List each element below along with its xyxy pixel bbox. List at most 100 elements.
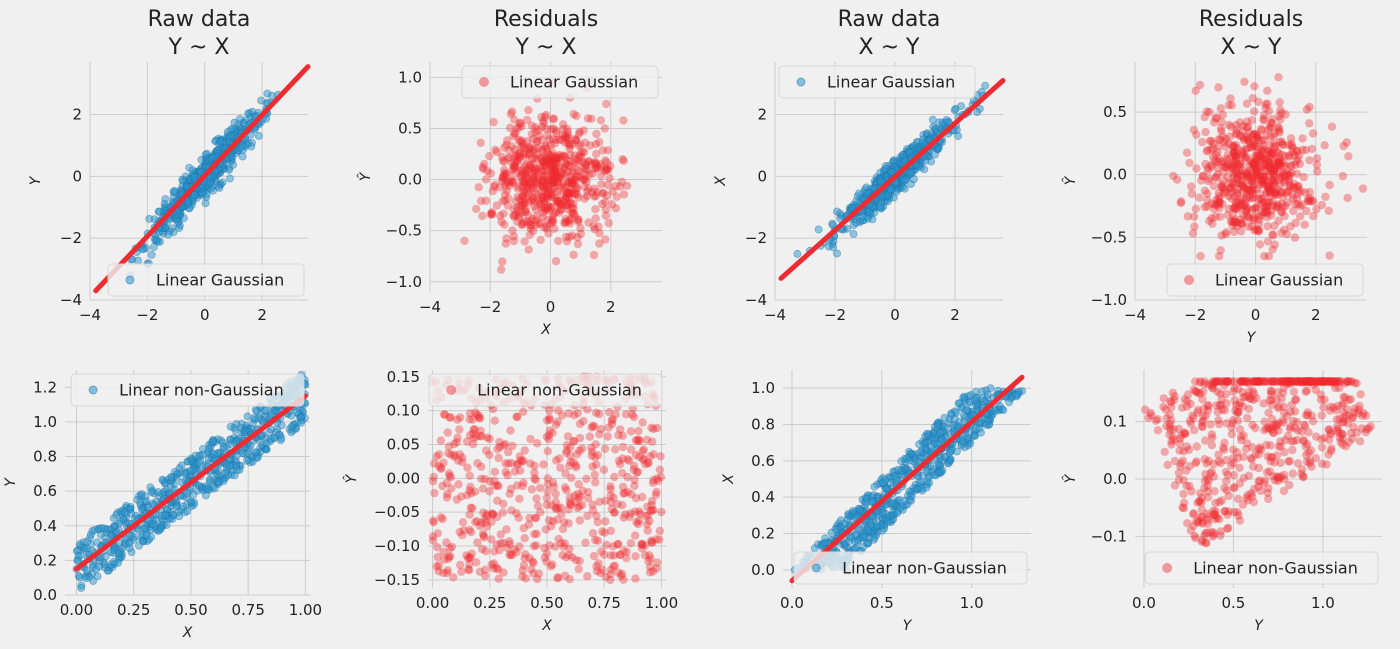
scatter-point <box>1345 377 1354 386</box>
scatter-point <box>534 125 543 135</box>
scatter-point <box>1185 462 1194 471</box>
y-tick-label: 0.00 <box>387 469 420 487</box>
scatter-point <box>1269 166 1279 175</box>
scatter-point <box>1270 162 1280 171</box>
scatter-point <box>1250 129 1259 139</box>
scatter-point <box>183 489 192 498</box>
scatter-point <box>510 129 519 138</box>
scatter-point <box>542 416 552 425</box>
scatter-point <box>516 456 525 465</box>
scatter-point <box>1221 162 1230 171</box>
scatter-point <box>553 178 562 187</box>
scatter-point <box>574 155 583 165</box>
scatter-point <box>542 153 552 163</box>
scatter-point <box>450 450 459 460</box>
scatter-point <box>436 513 446 522</box>
scatter-point <box>574 493 583 503</box>
scatter-point <box>553 174 563 183</box>
scatter-point <box>493 565 503 574</box>
scatter-point <box>154 488 163 497</box>
scatter-point <box>634 426 643 436</box>
scatter-point <box>652 564 661 573</box>
scatter-point <box>434 567 443 576</box>
scatter-point <box>590 225 599 234</box>
scatter-point <box>545 415 554 425</box>
scatter-point <box>1201 470 1210 479</box>
scatter-point <box>569 199 578 209</box>
scatter-point <box>954 132 963 141</box>
scatter-point <box>1259 136 1269 145</box>
scatter-point <box>553 187 562 196</box>
scatter-point <box>473 459 482 468</box>
scatter-point <box>1321 192 1330 201</box>
scatter-point <box>215 478 224 487</box>
scatter-point <box>531 513 541 522</box>
scatter-point <box>1287 377 1297 386</box>
scatter-point <box>583 187 592 196</box>
scatter-point <box>450 452 459 461</box>
scatter-point <box>575 152 584 161</box>
y-tick-label: −0.05 <box>374 503 420 521</box>
scatter-point <box>569 109 578 119</box>
legend-label: Linear non-Gaussian <box>119 381 284 400</box>
scatter-point <box>1320 433 1329 443</box>
scatter-point <box>529 558 538 567</box>
scatter-point <box>1215 197 1224 206</box>
scatter-point <box>1261 154 1271 164</box>
x-tick-label: 0.5 <box>870 594 894 612</box>
scatter-point <box>533 171 543 180</box>
scatter-point <box>600 528 609 537</box>
scatter-point <box>1284 152 1294 161</box>
scatter-point <box>1294 181 1303 191</box>
scatter-point <box>1169 171 1178 181</box>
scatter-point <box>536 164 546 173</box>
scatter-point <box>1238 211 1248 220</box>
scatter-point <box>626 445 636 454</box>
scatter-point <box>506 549 515 559</box>
scatter-point <box>521 550 530 559</box>
scatter-point <box>536 235 545 245</box>
regression-line <box>73 393 308 572</box>
scatter-point <box>889 499 898 508</box>
scatter-point <box>630 475 639 485</box>
scatter-point <box>1197 505 1207 515</box>
scatter-point <box>489 509 498 519</box>
scatter-point <box>1274 160 1284 170</box>
scatter-point <box>571 189 580 198</box>
scatter-point <box>517 220 527 230</box>
scatter-point <box>1212 113 1221 122</box>
scatter-point <box>1252 131 1262 140</box>
scatter-point <box>547 155 556 164</box>
scatter-point <box>1169 425 1178 434</box>
scatter-point <box>1240 152 1249 162</box>
scatter-point <box>631 436 641 445</box>
scatter-point <box>596 171 606 180</box>
scatter-point <box>547 192 556 201</box>
scatter-point <box>1225 132 1235 141</box>
scatter-point <box>486 169 496 178</box>
scatter-point <box>183 507 192 516</box>
scatter-point <box>1231 218 1241 227</box>
scatter-point <box>1292 146 1302 155</box>
scatter-point <box>574 565 583 574</box>
scatter-point <box>1264 125 1273 134</box>
scatter-point <box>573 183 582 192</box>
y-tick-label: 0.15 <box>387 368 420 386</box>
scatter-point <box>214 466 223 475</box>
scatter-point <box>190 172 199 181</box>
scatter-point <box>1306 194 1315 203</box>
y-tick-label: 2 <box>72 106 82 124</box>
scatter-point <box>600 124 609 133</box>
scatter-point <box>1320 141 1329 150</box>
scatter-point <box>538 208 548 217</box>
scatter-point <box>539 460 548 469</box>
scatter-point <box>1236 132 1246 141</box>
scatter-point <box>287 422 296 431</box>
scatter-point <box>590 470 599 479</box>
scatter-point <box>1250 82 1259 91</box>
scatter-point <box>1249 159 1258 168</box>
scatter-point <box>1248 185 1257 195</box>
scatter-point <box>517 457 527 466</box>
scatter-point <box>544 175 554 185</box>
